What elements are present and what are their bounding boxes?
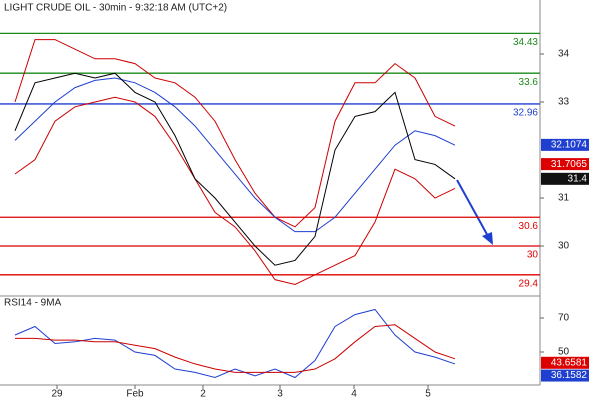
price-marker: 32.1074: [541, 138, 589, 151]
level-label: 33.6: [519, 77, 539, 88]
chart-title: LIGHT CRUDE OIL - 30min - 9:32:18 AM (UT…: [4, 3, 227, 14]
series-line: [14, 77, 456, 233]
price-marker: 43.6581: [541, 356, 589, 369]
series-line: [14, 72, 456, 266]
series-line: [14, 96, 456, 285]
price-marker: 31.4: [541, 172, 589, 185]
marker-label: 36.1582: [551, 370, 588, 381]
series-line: [15, 324, 456, 373]
x-tick-label: 5: [425, 389, 431, 400]
marker-box: [541, 356, 589, 369]
x-tick-label: 29: [51, 389, 63, 400]
marker-label: 32.1074: [551, 140, 588, 151]
marker-box: [541, 172, 589, 185]
level-label: 29.4: [519, 278, 539, 289]
x-tick-label: Feb: [126, 389, 144, 400]
price-marker: 31.7065: [541, 158, 589, 171]
series-line: [14, 308, 456, 379]
level-label: 30: [527, 250, 539, 261]
x-tick-label: 3: [277, 389, 283, 400]
level-label: 32.96: [513, 108, 538, 119]
level-label: 34.43: [513, 37, 538, 48]
level-label: 30.6: [519, 221, 539, 232]
x-tick-label: 4: [351, 389, 357, 400]
y-tick-label: 70: [558, 313, 570, 324]
marker-label: 31.7065: [551, 159, 588, 170]
marker-box: [541, 158, 589, 171]
forecast-arrow: [456, 179, 493, 245]
series-line: [14, 39, 456, 228]
panel-title: RSI14 - 9MA: [4, 298, 62, 309]
y-tick-label: 50: [558, 347, 570, 358]
marker-box: [541, 138, 589, 151]
price-marker: 36.1582: [541, 369, 589, 382]
marker-box: [541, 369, 589, 382]
y-tick-label: 34: [558, 49, 570, 60]
y-tick-label: 31: [558, 193, 570, 204]
x-tick-label: 2: [200, 389, 206, 400]
y-tick-label: 30: [558, 241, 570, 252]
y-tick-label: 33: [558, 97, 570, 108]
marker-label: 31.4: [568, 173, 588, 184]
marker-label: 43.6581: [551, 357, 588, 368]
